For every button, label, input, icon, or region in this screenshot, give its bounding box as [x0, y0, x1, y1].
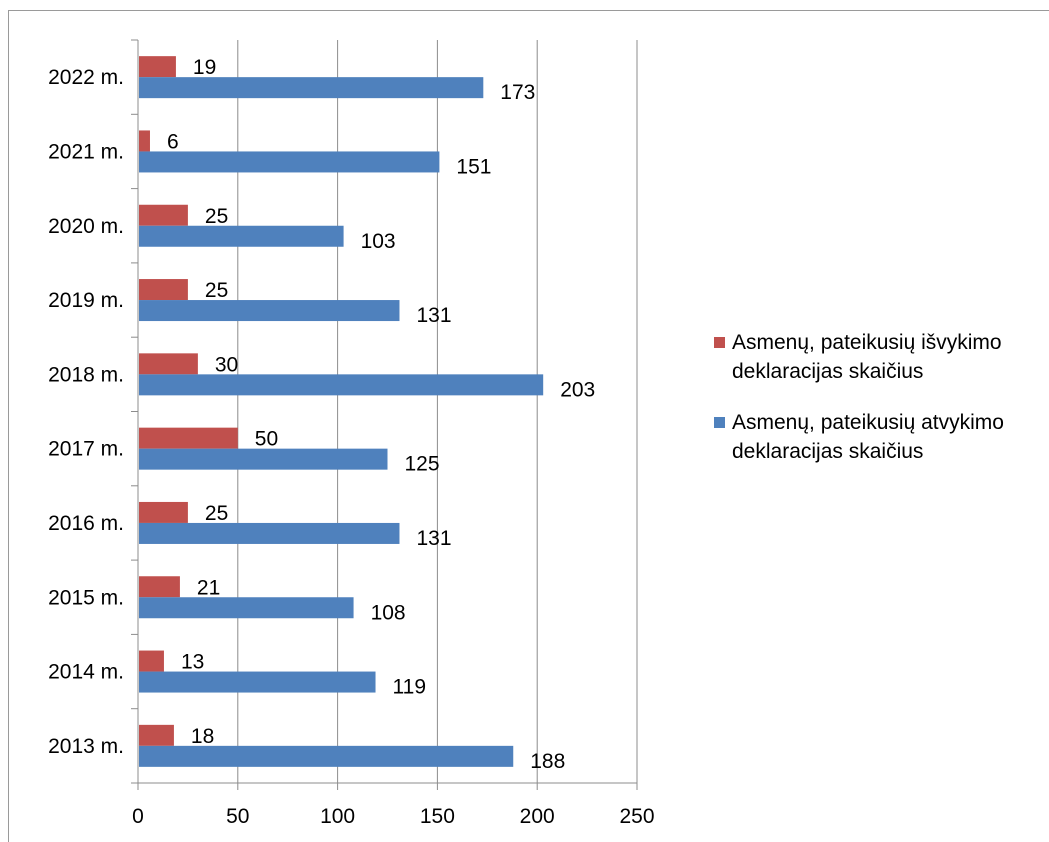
y-tick-label: 2020 m.	[48, 215, 124, 238]
bar-departure	[139, 724, 174, 746]
data-label-departure: 30	[215, 353, 238, 376]
data-label-departure: 25	[205, 502, 228, 525]
data-label-departure: 13	[181, 651, 204, 674]
x-tick-label: 100	[320, 805, 355, 828]
y-tick-label: 2015 m.	[48, 586, 124, 609]
data-label-departure: 50	[255, 428, 278, 451]
bar-departure	[139, 576, 180, 598]
y-tick-label: 2018 m.	[48, 363, 124, 386]
y-tick-label: 2021 m.	[48, 140, 124, 163]
data-label-departure: 25	[205, 279, 228, 302]
legend-label-departure: Asmenų, pateikusių išvykimo deklaracijas…	[732, 331, 1002, 383]
bar-departure	[139, 56, 176, 78]
bar-arrival	[139, 225, 344, 247]
bar-departure	[139, 279, 188, 301]
legend-swatch-departure	[714, 337, 725, 348]
x-tick-label: 250	[619, 805, 654, 828]
data-label-arrival: 131	[416, 304, 451, 327]
legend-item-departure: Asmenų, pateikusių išvykimo deklaracijas…	[714, 328, 1044, 386]
x-tick-label: 200	[520, 805, 555, 828]
data-label-arrival: 119	[393, 676, 426, 699]
y-tick-label: 2022 m.	[48, 66, 124, 89]
bar-departure	[139, 427, 238, 449]
bar-departure	[139, 501, 188, 523]
bar-arrival	[139, 671, 376, 693]
y-tick-label: 2017 m.	[48, 438, 124, 461]
data-label-arrival: 131	[416, 527, 451, 550]
data-label-departure: 6	[167, 130, 179, 153]
data-label-arrival: 103	[361, 230, 396, 253]
x-tick-label: 150	[420, 805, 455, 828]
bar-arrival	[139, 151, 440, 173]
y-tick-label: 2014 m.	[48, 661, 124, 684]
data-label-arrival: 173	[500, 81, 535, 104]
data-label-arrival: 108	[371, 601, 406, 624]
bar-departure	[139, 353, 198, 375]
x-tick-label: 50	[226, 805, 249, 828]
bar-arrival	[139, 522, 400, 544]
data-label-arrival: 203	[560, 378, 595, 401]
bar-arrival	[139, 745, 514, 767]
bar-arrival	[139, 300, 400, 322]
legend-label-arrival: Asmenų, pateikusių atvykimo deklaracijas…	[732, 411, 1004, 463]
data-label-departure: 25	[205, 205, 228, 228]
data-label-arrival: 151	[456, 155, 491, 178]
legend-item-arrival: Asmenų, pateikusių atvykimo deklaracijas…	[714, 408, 1044, 466]
x-tick-label: 0	[132, 805, 144, 828]
data-label-departure: 21	[197, 576, 220, 599]
bar-arrival	[139, 374, 544, 396]
legend: Asmenų, pateikusių išvykimo deklaracijas…	[714, 328, 1044, 488]
y-tick-label: 2019 m.	[48, 289, 124, 312]
legend-swatch-arrival	[714, 417, 725, 428]
data-label-departure: 19	[193, 56, 216, 79]
y-tick-label: 2013 m.	[48, 735, 124, 758]
chart-frame	[8, 10, 1049, 842]
bar-arrival	[139, 448, 388, 470]
bar-departure	[139, 130, 150, 152]
bar-departure	[139, 204, 188, 226]
bar-arrival	[139, 77, 484, 99]
data-label-departure: 18	[191, 725, 214, 748]
data-label-arrival: 125	[405, 453, 440, 476]
y-tick-label: 2016 m.	[48, 512, 124, 535]
bar-arrival	[139, 597, 354, 619]
data-label-arrival: 188	[530, 750, 565, 773]
bar-departure	[139, 650, 164, 672]
